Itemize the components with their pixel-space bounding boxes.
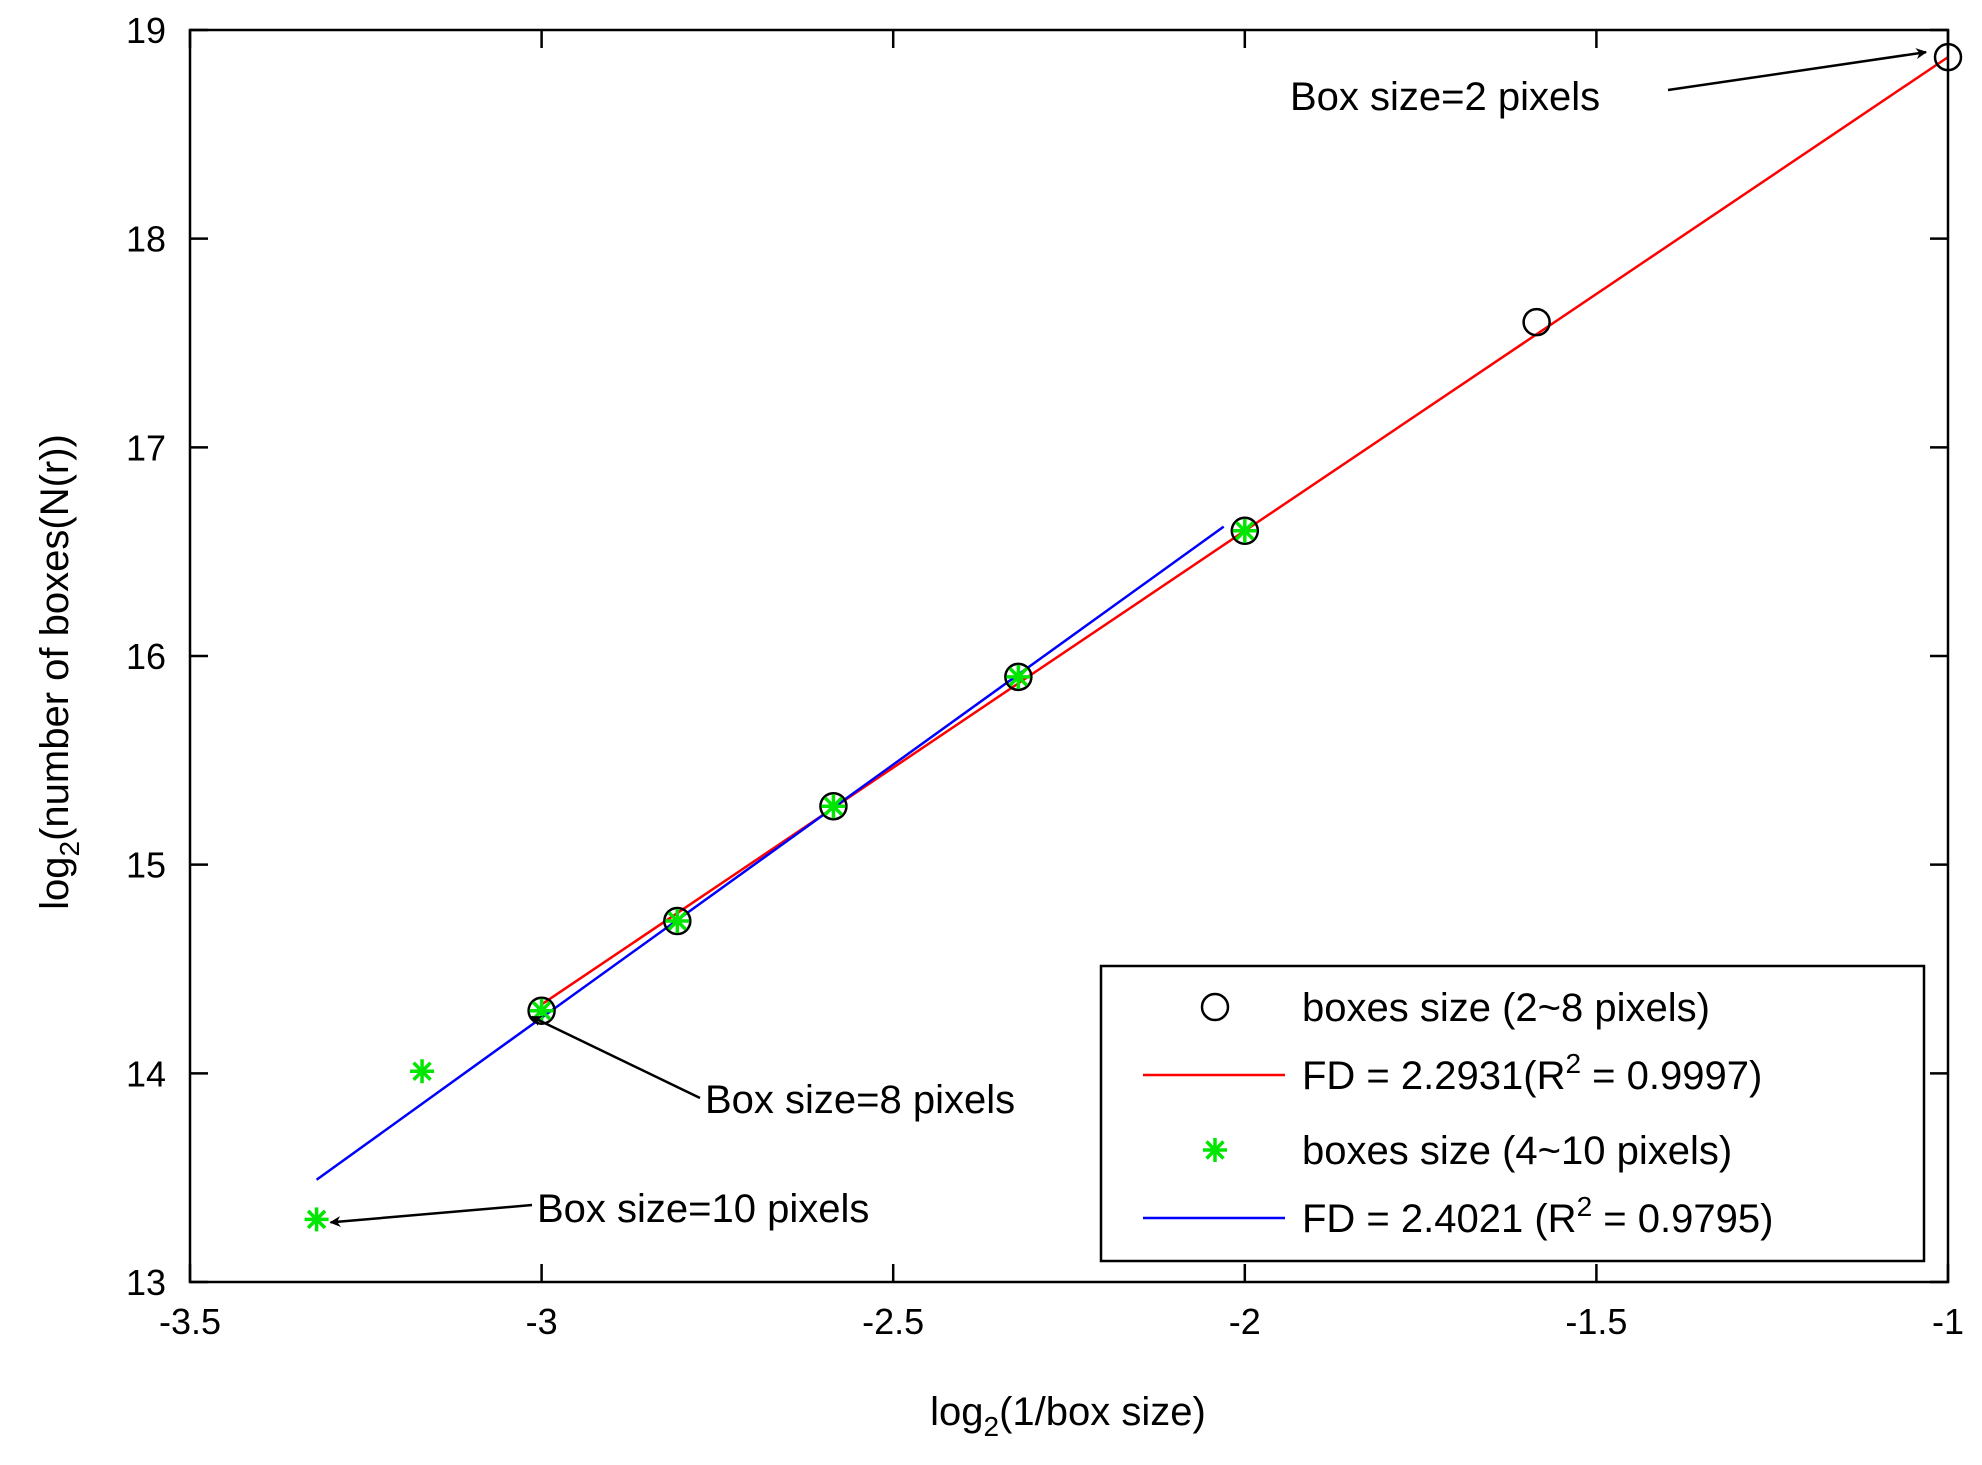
legend-label-series-2: FD = 2.2931(R2 = 0.9997)	[1302, 1048, 1762, 1098]
legend-label-series-3: boxes size (4~10 pixels)	[1302, 1129, 1732, 1173]
annotation-arrow	[530, 1015, 701, 1100]
x-tick-label: -2	[1229, 1301, 1261, 1342]
annotations: Box size=2 pixels Box size=8 pixels Box …	[329, 48, 1928, 1231]
asterisk-point	[821, 794, 846, 819]
asterisk-point	[1232, 518, 1257, 543]
legend-circle-marker	[1200, 992, 1230, 1022]
x-tick-label: -3.5	[159, 1301, 221, 1342]
legend-label-series-2-sup: 2	[1565, 1048, 1581, 1079]
y-tick-label: 15	[126, 845, 166, 886]
legend-box	[1099, 964, 1926, 1263]
asterisk-point-stroke	[667, 911, 688, 931]
axes: -3.5 -3 -2.5 -2 -1.5 -1 13 14 15 16 17 18 19	[126, 10, 1964, 1342]
y-tick-label: 13	[126, 1262, 166, 1303]
legend: boxes size (2~8 pixels) FD = 2.2931(R2 =…	[1099, 964, 1926, 1263]
y-axis-label-main: log	[33, 856, 77, 909]
asterisk-point	[410, 1059, 435, 1084]
y-tick-label: 16	[126, 636, 166, 677]
circle-point	[1522, 307, 1551, 337]
y-tick-label: 19	[126, 10, 166, 51]
annotation-arrow	[329, 1203, 533, 1228]
annotation-arrow	[1667, 48, 1928, 92]
asterisk-point-stroke	[1235, 521, 1255, 541]
x-axis-label: log2(1/box size)	[930, 1390, 1206, 1442]
legend-asterisk-icon	[1203, 1138, 1227, 1162]
y-axis-label: log2(number of boxes(N(r))	[33, 434, 85, 910]
y-axis-label-subscript: 2	[54, 841, 85, 857]
asterisk-point-stroke	[412, 1061, 432, 1081]
y-tick-label: 18	[126, 219, 166, 260]
legend-label-series-2-main: FD = 2.2931(R	[1302, 1054, 1565, 1098]
annotation-box-size-2: Box size=2 pixels	[1290, 75, 1600, 119]
annotation-box-size-8: Box size=8 pixels	[705, 1078, 1015, 1122]
x-axis-label-subscript: 2	[984, 1411, 1000, 1442]
asterisk-point	[665, 909, 690, 934]
y-axis-label-rest: (number of boxes(N(r))	[33, 434, 77, 841]
legend-label-series-4-rest: = 0.9795)	[1592, 1197, 1773, 1241]
asterisk-point-stroke	[1008, 667, 1029, 687]
legend-asterisk-marker	[1203, 1138, 1227, 1162]
circle-point	[1230, 516, 1260, 546]
x-tick-label: -1	[1932, 1301, 1964, 1342]
circle-point	[1004, 662, 1033, 692]
annotation-box-size-10: Box size=10 pixels	[537, 1187, 869, 1231]
x-axis-label-rest: (1/box size)	[999, 1390, 1206, 1434]
legend-label-series-4-sup: 2	[1577, 1191, 1593, 1222]
asterisk-point-stroke	[306, 1209, 327, 1230]
legend-label-series-4-main: FD = 2.4021 (R	[1302, 1197, 1577, 1241]
asterisk-point	[1006, 664, 1031, 689]
x-tick-label: -3	[526, 1301, 558, 1342]
x-tick-label: -2.5	[862, 1301, 924, 1342]
legend-label-series-4: FD = 2.4021 (R2 = 0.9795)	[1302, 1191, 1773, 1241]
circle-point	[819, 791, 848, 821]
x-axis-label-main: log	[930, 1390, 983, 1434]
legend-asterisk-icon-stroke	[1205, 1140, 1225, 1160]
legend-label-series-1: boxes size (2~8 pixels)	[1302, 986, 1710, 1030]
asterisk-point	[304, 1207, 329, 1232]
legend-label-series-2-rest: = 0.9997)	[1581, 1054, 1762, 1098]
fit-line-blue	[315, 525, 1225, 1181]
asterisk-point-stroke	[823, 796, 844, 816]
x-tick-label: -1.5	[1565, 1301, 1627, 1342]
y-tick-label: 14	[126, 1053, 166, 1094]
circle-point	[663, 906, 692, 936]
asterisk-point	[529, 998, 554, 1023]
y-tick-label: 17	[126, 427, 166, 468]
